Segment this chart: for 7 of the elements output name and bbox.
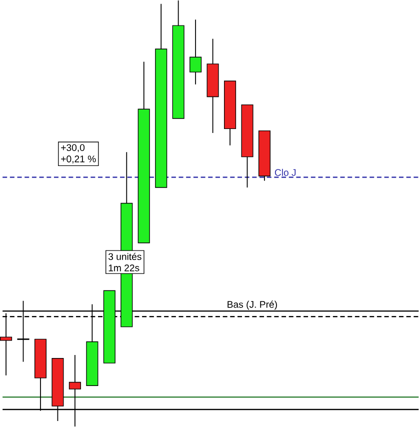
annotation: 3 unités — [108, 252, 142, 260]
annotation: +30,0 — [61, 144, 84, 152]
ref-line-label: Clo J — [274, 168, 296, 176]
annotation: +0,21 % — [61, 156, 96, 164]
annotation: 1m 22s — [108, 264, 140, 272]
ref-line-label: Bas (J. Pré) — [228, 300, 277, 310]
candlestick — [189, 19, 202, 85]
